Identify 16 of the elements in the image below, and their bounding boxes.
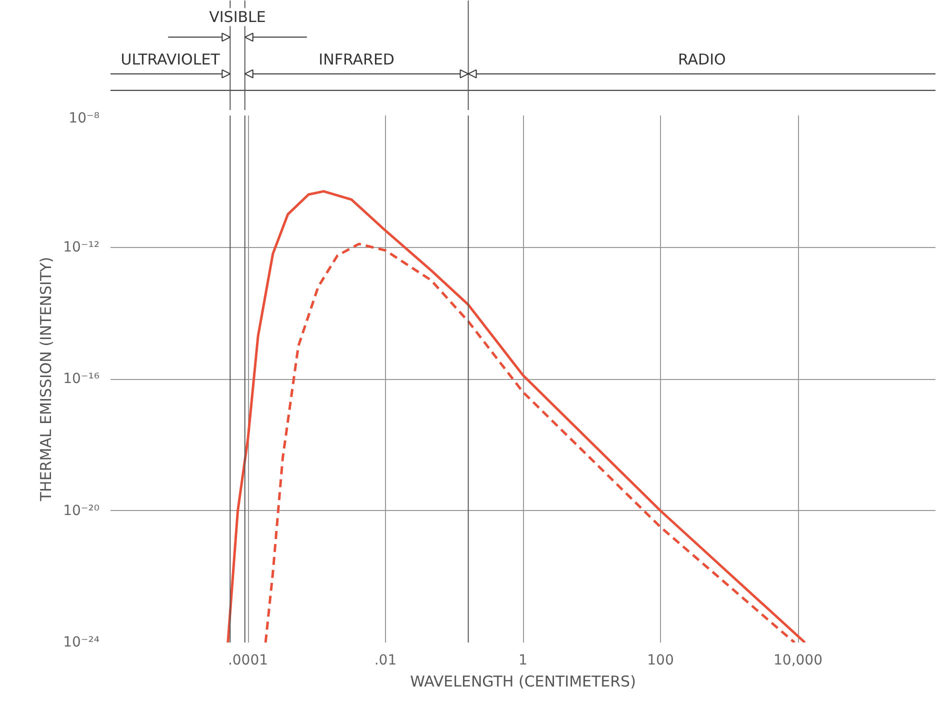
y-tick-label: 10⁻¹⁶ [63,371,100,387]
x-tick-label: 100 [647,652,674,668]
x-axis-title: WAVELENGTH (CENTIMETERS) [410,672,636,690]
x-tick-label: 1 [518,652,528,668]
x-tick-label: .0001 [228,652,268,668]
y-axis-title: THERMAL EMISSION (INTENSITY) [37,256,56,502]
text: VISIBLE [209,8,266,26]
y-tick-label: 10⁻²⁴ [63,634,100,650]
y-tick-label: 10⁻¹² [63,239,100,256]
text: RADIO [678,50,726,68]
text: ULTRAVIOLET [120,50,221,68]
x-tick-label: .01 [374,652,397,668]
text: INFRARED [318,50,394,68]
y-tick-label: 10⁻⁸ [68,110,100,126]
y-tick-label: 10⁻²⁰ [63,502,100,519]
x-tick-label: 10,000 [774,652,823,668]
